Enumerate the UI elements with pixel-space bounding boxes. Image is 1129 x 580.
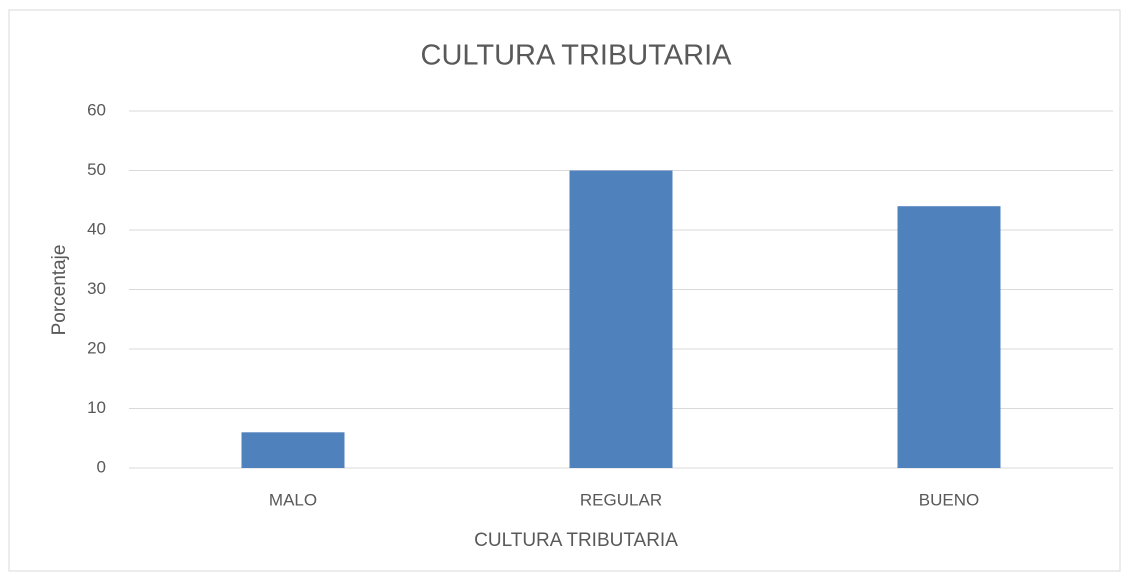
chart-title: CULTURA TRIBUTARIA	[421, 40, 733, 72]
x-tick-label: REGULAR	[580, 490, 662, 509]
x-tick-label: MALO	[269, 490, 317, 509]
y-tick-label: 30	[87, 279, 106, 298]
x-tick-label: BUENO	[919, 490, 979, 509]
bar	[569, 170, 673, 468]
y-axis-title: Porcentaje	[49, 245, 70, 336]
y-tick-label: 20	[87, 338, 106, 357]
bar	[241, 432, 345, 468]
y-tick-label: 0	[97, 457, 106, 476]
y-tick-label: 60	[87, 100, 106, 119]
x-axis-title: CULTURA TRIBUTARIA	[474, 530, 678, 551]
y-tick-label: 40	[87, 219, 106, 238]
bar	[897, 206, 1001, 468]
y-tick-label: 50	[87, 160, 106, 179]
y-tick-label: 10	[87, 398, 106, 417]
